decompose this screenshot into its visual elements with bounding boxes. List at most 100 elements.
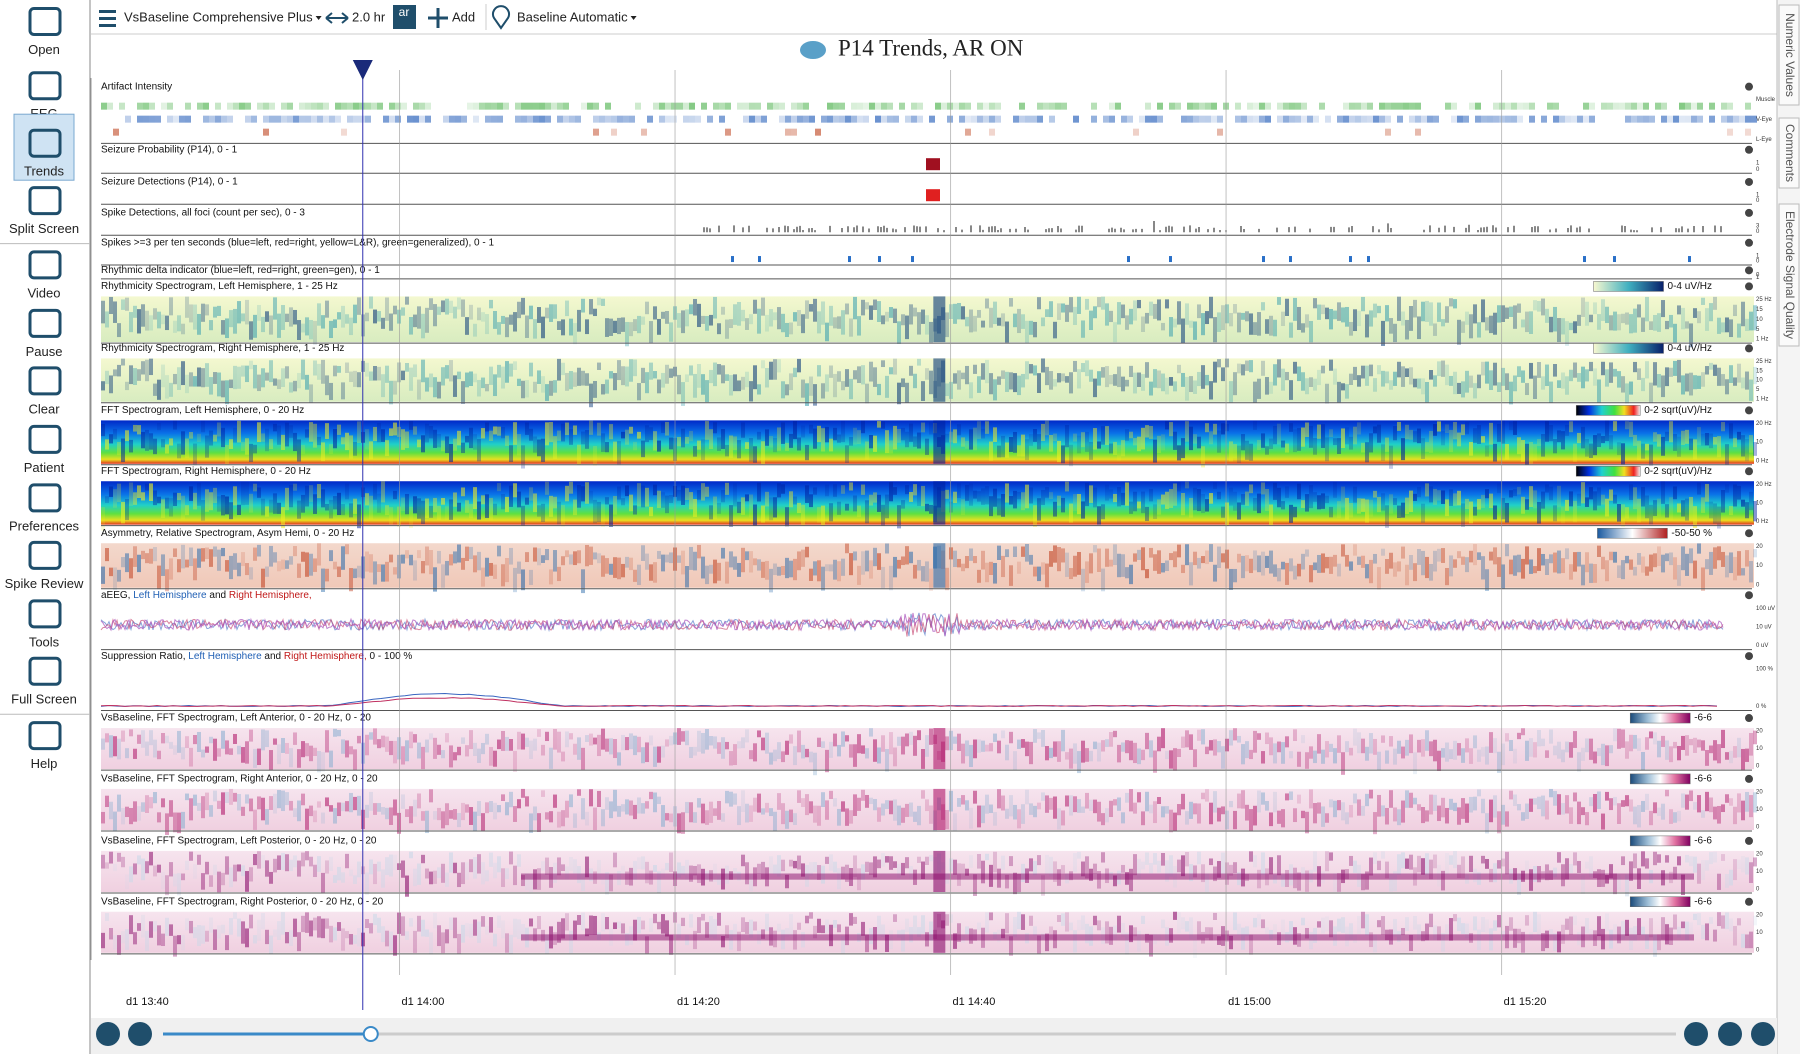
sidebar-button[interactable]: Help	[28, 721, 62, 771]
spectrogram-column	[253, 444, 257, 454]
artifact-cell	[527, 115, 533, 123]
spectrogram-column	[377, 493, 381, 513]
spectrogram-column	[885, 800, 889, 809]
cursor-marker[interactable]	[352, 60, 373, 80]
artifact-cell	[701, 102, 707, 110]
event-stripe	[933, 296, 946, 343]
spectrogram-column	[737, 806, 741, 826]
sidebar-button[interactable]: Video	[27, 250, 62, 300]
sidebar-button[interactable]: Tools	[28, 599, 62, 649]
nav-button[interactable]	[1684, 1022, 1708, 1046]
tab-label[interactable]: Electrode Signal Quality	[1783, 211, 1797, 339]
info-icon[interactable]	[1745, 208, 1753, 217]
spectrogram-column	[277, 425, 281, 445]
toolbar-item[interactable]: Baseline Automatic	[517, 9, 628, 24]
info-icon[interactable]	[1745, 282, 1753, 291]
spectrogram-column	[801, 549, 805, 567]
spectrogram-column	[1589, 314, 1593, 323]
info-icon[interactable]	[1745, 774, 1753, 783]
spectrogram-column	[1405, 368, 1409, 378]
spectrogram-column	[1501, 497, 1505, 520]
spectrogram-column	[341, 739, 345, 754]
artifact-cell	[743, 115, 749, 123]
info-icon[interactable]	[1745, 238, 1753, 247]
spectrogram-column	[1089, 750, 1093, 762]
tab-label[interactable]: Comments	[1783, 124, 1797, 182]
sidebar-button[interactable]: Full Screen	[11, 656, 77, 707]
spectrogram-column	[641, 747, 645, 764]
nav-button[interactable]	[1718, 1022, 1742, 1046]
info-icon[interactable]	[1745, 145, 1753, 154]
sidebar-button[interactable]: Open	[28, 7, 62, 57]
spectrogram-column	[1185, 544, 1189, 566]
spectrogram-column	[757, 559, 761, 571]
toolbar-item[interactable]: 2.0 hr	[352, 9, 386, 24]
spectrogram-column	[597, 297, 601, 306]
info-icon[interactable]	[1745, 897, 1753, 906]
info-icon[interactable]	[1745, 406, 1753, 415]
spectrogram-column	[449, 499, 453, 520]
artifact-cell	[335, 115, 341, 123]
sidebar-button[interactable]: Trends	[24, 128, 64, 179]
nav-button[interactable]	[96, 1022, 120, 1046]
spectrogram-column	[1513, 748, 1517, 764]
spectrogram-column	[1365, 871, 1369, 890]
artifact-cell	[1589, 102, 1595, 110]
spectrogram-column	[1745, 791, 1749, 812]
artifact-cell	[203, 102, 209, 110]
info-icon[interactable]	[1745, 529, 1753, 538]
sidebar-button[interactable]: Split Screen	[9, 186, 79, 236]
spectrogram-column	[1337, 735, 1341, 753]
spectrogram-column	[469, 807, 473, 825]
spectrogram-column	[489, 497, 493, 521]
spectrogram-column	[969, 382, 973, 399]
toolbar-item[interactable]: Add	[452, 9, 475, 24]
spectrogram-column	[1361, 498, 1365, 512]
spectrogram-column	[753, 446, 757, 463]
spectrogram-column	[513, 806, 517, 822]
spectrogram-column	[309, 745, 313, 762]
spectrogram-column	[1641, 751, 1645, 770]
sidebar-button[interactable]: Spike Review	[5, 540, 84, 591]
spectrogram-column	[197, 367, 201, 387]
sidebar-button[interactable]: Clear	[28, 366, 62, 416]
info-icon[interactable]	[1745, 652, 1753, 661]
toolbar-item[interactable]: VsBaseline Comprehensive Plus	[124, 9, 313, 24]
spectrogram-column	[921, 422, 925, 433]
spectrogram-column	[277, 561, 281, 572]
info-icon[interactable]	[1745, 266, 1753, 275]
tab[interactable]	[1778, 203, 1800, 347]
scroll-thumb[interactable]	[362, 1026, 379, 1042]
info-icon[interactable]	[1745, 82, 1753, 91]
spectrogram-column	[1181, 855, 1185, 877]
nav-button[interactable]	[1751, 1022, 1775, 1046]
spectrogram-column	[865, 748, 869, 759]
spectrogram-column	[813, 428, 817, 449]
spectrogram-column	[721, 429, 725, 449]
ar-label[interactable]: ar	[399, 5, 410, 19]
info-icon[interactable]	[1745, 177, 1753, 186]
axis-label: 10	[1756, 440, 1763, 446]
spectrogram-column	[1077, 919, 1081, 931]
spectrogram-column	[525, 873, 529, 891]
sidebar-button[interactable]: Pause	[26, 308, 63, 359]
spectrogram-column	[1437, 361, 1441, 377]
info-icon[interactable]	[1745, 836, 1753, 845]
spectrogram-column	[1385, 371, 1389, 384]
info-icon[interactable]	[1745, 344, 1753, 353]
info-icon[interactable]	[1745, 467, 1753, 476]
tab[interactable]	[1778, 4, 1800, 106]
sidebar-button[interactable]: Patient	[24, 424, 65, 475]
info-icon[interactable]	[1745, 714, 1753, 723]
sidebar-button[interactable]: Preferences	[9, 483, 80, 533]
tab-label[interactable]: Numeric Values	[1783, 13, 1797, 97]
tab[interactable]	[1778, 117, 1800, 189]
nav-button[interactable]	[128, 1022, 152, 1046]
spectrogram-column	[773, 438, 777, 453]
spectrogram-column	[781, 859, 785, 872]
spectrogram-column	[1553, 439, 1557, 454]
info-icon[interactable]	[1745, 591, 1753, 600]
spectrogram-column	[1061, 303, 1065, 313]
spectrogram-column	[553, 436, 557, 459]
spectrogram-column	[241, 441, 245, 452]
